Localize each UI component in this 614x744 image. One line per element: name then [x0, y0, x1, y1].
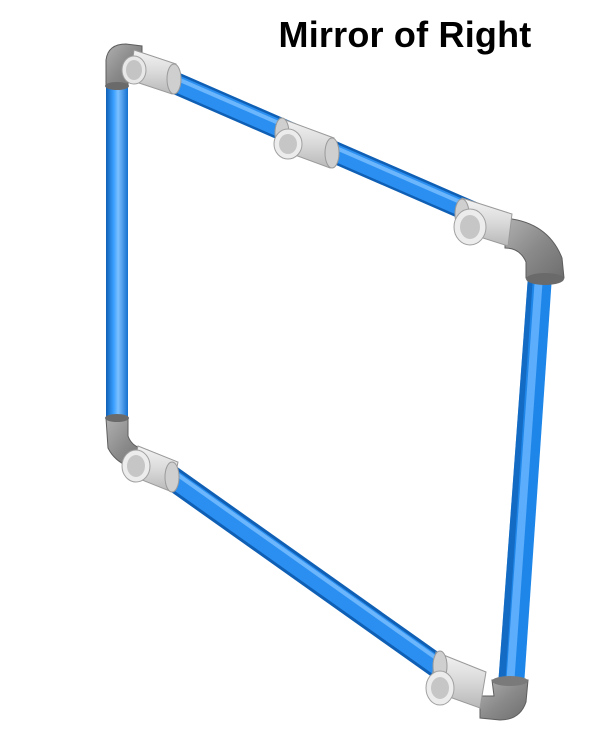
left-pipe — [106, 84, 128, 424]
bottom-pipe — [151, 458, 447, 678]
bottom-left-tee — [121, 445, 180, 493]
top-right-tee — [453, 197, 513, 247]
top-right-elbow — [504, 217, 565, 285]
diagram-title: Mirror of Right — [278, 14, 532, 55]
bottom-right-elbow — [479, 676, 529, 721]
top-middle-tee — [273, 117, 340, 169]
bottom-right-tee — [425, 650, 487, 709]
right-pipe — [498, 276, 552, 686]
top-left-tee — [121, 49, 182, 95]
